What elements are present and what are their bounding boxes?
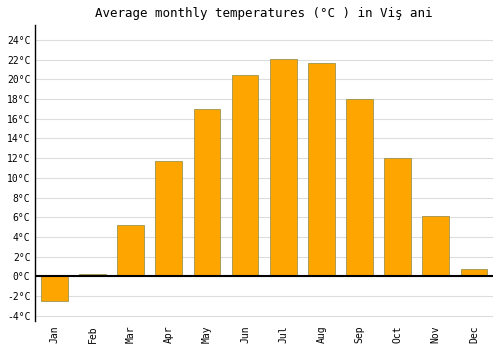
Bar [308,63,335,276]
Bar [79,274,106,276]
Bar [460,270,487,276]
Bar [384,158,411,276]
Title: Average monthly temperatures (°C ) in Viş ani: Average monthly temperatures (°C ) in Vi… [96,7,433,20]
Bar [41,276,68,301]
Bar [118,225,144,276]
Bar [156,161,182,276]
Bar [270,59,296,276]
Bar [346,99,373,276]
Bar [232,76,258,276]
Bar [422,216,449,276]
Bar [194,109,220,276]
